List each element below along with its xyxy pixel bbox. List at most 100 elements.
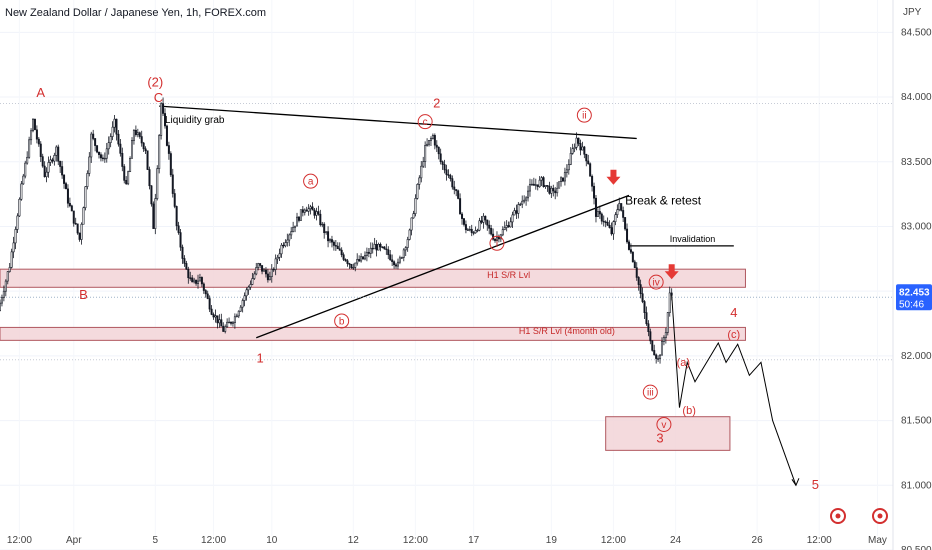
candle-body bbox=[616, 209, 619, 216]
candle-body bbox=[451, 178, 454, 188]
candle-body bbox=[563, 172, 566, 182]
candle-body bbox=[45, 171, 48, 178]
candle-body bbox=[177, 225, 180, 233]
candle-body bbox=[478, 220, 481, 231]
candle-body bbox=[327, 231, 330, 242]
candle-body bbox=[224, 326, 227, 332]
candle-body bbox=[268, 276, 271, 281]
candle-body bbox=[356, 259, 359, 264]
candle-body bbox=[35, 129, 38, 140]
record-icon[interactable] bbox=[830, 508, 846, 524]
y-tick-label: 80.500 bbox=[901, 545, 932, 550]
candle-body bbox=[627, 241, 630, 250]
candle-body bbox=[494, 238, 497, 241]
candle-body bbox=[484, 215, 487, 221]
candle-body bbox=[259, 263, 262, 266]
candle-body bbox=[668, 292, 671, 313]
wave-label: (2) bbox=[147, 75, 163, 90]
candle-body bbox=[132, 129, 135, 141]
candle-body bbox=[464, 224, 467, 231]
candle-body bbox=[191, 277, 194, 283]
wave-label: a bbox=[308, 177, 314, 188]
candle-body bbox=[402, 249, 405, 258]
wave-label: i bbox=[496, 239, 498, 250]
candle-body bbox=[424, 145, 427, 162]
wave-label: (b) bbox=[682, 405, 695, 417]
price-badge: 82.453 50:46 bbox=[896, 284, 932, 311]
candle-body bbox=[455, 189, 458, 192]
candle-body bbox=[660, 341, 663, 356]
candle-body bbox=[129, 158, 132, 173]
candle-body bbox=[505, 225, 508, 228]
candle-body bbox=[354, 262, 357, 268]
candle-body bbox=[655, 354, 658, 359]
candle-body bbox=[257, 263, 260, 268]
candle-body bbox=[237, 310, 240, 317]
candle-body bbox=[495, 236, 498, 241]
candle-body bbox=[53, 155, 56, 162]
wave-label: 4 bbox=[730, 305, 737, 320]
candle-body bbox=[86, 173, 89, 187]
candle-body bbox=[666, 312, 669, 333]
x-tick-label: 12:00 bbox=[807, 535, 832, 546]
candle-body bbox=[645, 312, 648, 325]
candle-body bbox=[24, 162, 27, 177]
candle-body bbox=[620, 203, 623, 211]
candle-body bbox=[311, 206, 314, 211]
candle-body bbox=[391, 259, 394, 262]
candle-body bbox=[195, 279, 198, 284]
sr-zone bbox=[605, 416, 731, 451]
candle-body bbox=[51, 159, 54, 162]
candle-body bbox=[447, 174, 450, 176]
candle-body bbox=[629, 249, 632, 253]
candle-body bbox=[422, 161, 425, 167]
candle-body bbox=[197, 280, 200, 284]
candle-body bbox=[408, 229, 411, 240]
candle-body bbox=[0, 297, 3, 304]
candle-body bbox=[37, 138, 40, 145]
candle-body bbox=[253, 273, 256, 279]
x-tick-label: 12 bbox=[348, 535, 360, 546]
candle-body bbox=[659, 354, 662, 359]
candle-body bbox=[573, 146, 576, 149]
candle-body bbox=[49, 159, 52, 163]
projection-path bbox=[671, 295, 797, 486]
candle-body bbox=[158, 135, 161, 169]
candle-body bbox=[204, 290, 207, 295]
candle-body bbox=[299, 209, 302, 221]
candle-body bbox=[255, 267, 258, 275]
candle-body bbox=[360, 256, 363, 262]
x-tick-label: 26 bbox=[752, 535, 764, 546]
candle-body bbox=[371, 247, 374, 250]
candle-body bbox=[528, 183, 531, 192]
candle-body bbox=[210, 308, 213, 315]
x-tick-label: 10 bbox=[266, 535, 278, 546]
candle-body bbox=[16, 215, 19, 230]
record-icon[interactable] bbox=[872, 508, 888, 524]
candle-body bbox=[435, 144, 438, 148]
candle-body bbox=[643, 301, 646, 313]
candle-body bbox=[346, 260, 349, 264]
y-tick-label: 81.500 bbox=[901, 416, 932, 427]
candle-body bbox=[441, 161, 444, 165]
y-tick-label: 84.500 bbox=[901, 27, 932, 38]
candle-body bbox=[509, 221, 512, 228]
candle-body bbox=[550, 187, 553, 194]
candle-body bbox=[94, 138, 97, 146]
down-arrow-icon bbox=[606, 169, 621, 185]
candle-body bbox=[657, 358, 660, 360]
candle-body bbox=[303, 209, 306, 213]
candle-body bbox=[571, 148, 574, 154]
x-tick-label: Apr bbox=[66, 535, 82, 546]
candle-body bbox=[70, 205, 73, 212]
trendline bbox=[256, 194, 630, 339]
candle-body bbox=[80, 223, 83, 240]
wave-label: v bbox=[661, 420, 666, 431]
candle-body bbox=[437, 146, 440, 155]
candle-body bbox=[429, 138, 432, 141]
candle-body bbox=[284, 242, 287, 247]
price-badge-box bbox=[896, 284, 932, 311]
candle-body bbox=[4, 280, 7, 292]
candle-body bbox=[278, 253, 281, 258]
